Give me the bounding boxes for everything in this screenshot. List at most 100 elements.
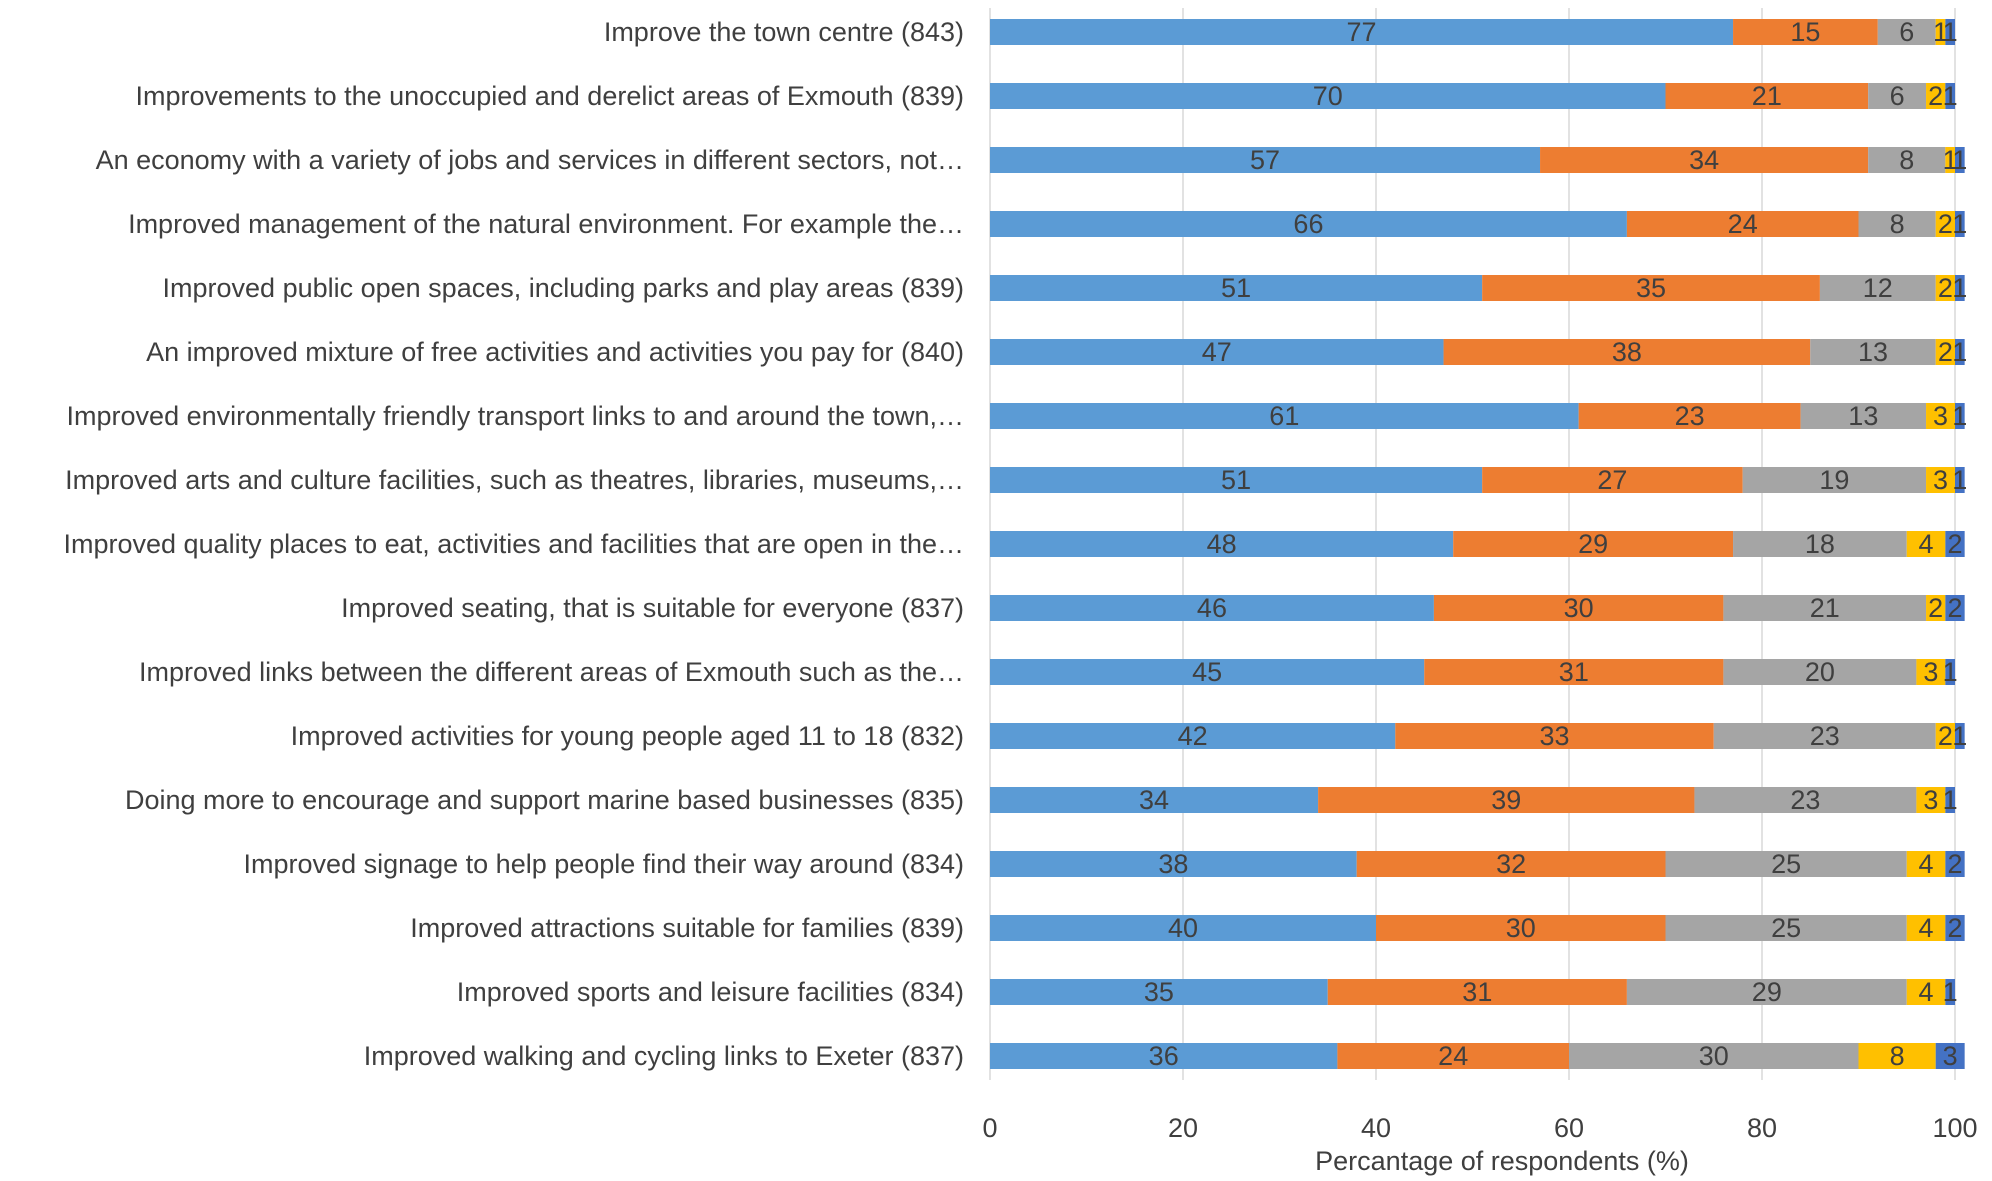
bar-segment — [990, 403, 1579, 429]
bar-segment — [1945, 147, 1955, 173]
data-label: 8 — [1890, 209, 1905, 239]
bar-segment — [1945, 83, 1955, 109]
bar-segment — [1945, 531, 1965, 557]
data-label: 1 — [1943, 977, 1958, 1007]
bar-segment — [1723, 659, 1917, 685]
bar-segment — [1906, 979, 1946, 1005]
data-label: 36 — [1149, 1041, 1179, 1071]
bar-segment — [1424, 659, 1724, 685]
bar-segment — [1742, 467, 1927, 493]
bar-segment — [1868, 147, 1946, 173]
data-label: 33 — [1540, 721, 1570, 751]
data-label: 45 — [1192, 657, 1222, 687]
x-tick-label: 80 — [1747, 1113, 1777, 1143]
category-label: Improved links between the different are… — [139, 657, 964, 687]
bar-segment — [1945, 659, 1955, 685]
bar-segment — [1877, 19, 1936, 45]
bar-segment — [990, 1043, 1338, 1069]
data-label: 32 — [1496, 849, 1526, 879]
data-label: 4 — [1919, 977, 1934, 1007]
bar-segment — [1626, 211, 1859, 237]
data-label: 1 — [1943, 81, 1958, 111]
data-label: 1 — [1943, 785, 1958, 815]
category-label: Improved environmentally friendly transp… — [67, 401, 964, 431]
bar-segment — [1810, 339, 1936, 365]
data-label: 31 — [1559, 657, 1589, 687]
data-label: 12 — [1863, 273, 1893, 303]
bar-segment — [1935, 211, 1955, 237]
data-label: 2 — [1947, 913, 1962, 943]
bar-segment — [990, 787, 1319, 813]
bar-segment — [1945, 851, 1965, 877]
category-label: Improved arts and culture facilities, su… — [65, 465, 964, 495]
bar-segment — [1935, 19, 1946, 45]
data-label: 23 — [1790, 785, 1820, 815]
bar-segment — [990, 339, 1444, 365]
category-label: Improved attractions suitable for famili… — [410, 913, 964, 943]
x-axis-ticks: 0 20 40 60 80 100 — [982, 1113, 1977, 1143]
bar-segment — [1626, 979, 1907, 1005]
data-label: 42 — [1178, 721, 1208, 751]
bar-segment — [1723, 595, 1927, 621]
data-label: 77 — [1347, 17, 1377, 47]
bar-segment — [1926, 595, 1946, 621]
bar-segment — [1395, 723, 1714, 749]
bar-segment — [1318, 787, 1695, 813]
data-label: 2 — [1947, 529, 1962, 559]
data-label: 13 — [1848, 401, 1878, 431]
bar-segment — [990, 723, 1396, 749]
data-label: 1 — [1952, 465, 1967, 495]
bar-segment — [1926, 83, 1946, 109]
data-label: 2 — [1928, 81, 1943, 111]
bar-segment — [990, 467, 1483, 493]
bar-segment — [1955, 147, 1965, 173]
data-label: 1 — [1952, 337, 1967, 367]
data-label: 61 — [1269, 401, 1299, 431]
data-label: 18 — [1805, 529, 1835, 559]
category-label: Improvements to the unoccupied and derel… — [136, 81, 964, 111]
data-label: 48 — [1207, 529, 1237, 559]
category-label: Improved public open spaces, including p… — [163, 273, 964, 303]
category-label: Improved signage to help people find the… — [244, 849, 964, 879]
bar-segment — [1819, 275, 1936, 301]
bar-segment — [1906, 851, 1946, 877]
data-label: 38 — [1612, 337, 1642, 367]
x-tick-label: 40 — [1361, 1113, 1391, 1143]
data-label: 51 — [1221, 465, 1251, 495]
data-label: 4 — [1919, 849, 1934, 879]
bar-segment — [1540, 147, 1869, 173]
data-label: 24 — [1728, 209, 1758, 239]
bar-segment — [1906, 915, 1946, 941]
bar-segment — [1955, 723, 1965, 749]
category-labels: Improve the town centre (843) Improvement… — [64, 17, 965, 1071]
bar-segment — [1443, 339, 1811, 365]
bar-segment — [1858, 1043, 1936, 1069]
data-label: 24 — [1438, 1041, 1468, 1071]
x-tick-label: 0 — [982, 1113, 997, 1143]
bar-segment — [990, 147, 1541, 173]
data-label: 21 — [1752, 81, 1782, 111]
data-label: 57 — [1250, 145, 1280, 175]
data-label: 3 — [1943, 1041, 1958, 1071]
data-label: 51 — [1221, 273, 1251, 303]
bar-segment — [990, 211, 1627, 237]
bar-segment — [990, 531, 1454, 557]
bar-segment — [1945, 979, 1955, 1005]
bar-segment — [1945, 915, 1965, 941]
bar-segment — [1733, 19, 1878, 45]
bar-segment — [1916, 787, 1946, 813]
data-label: 1 — [1952, 209, 1967, 239]
data-label: 30 — [1699, 1041, 1729, 1071]
bar-segment — [1926, 403, 1955, 429]
bar-segment — [1733, 531, 1907, 557]
x-axis-title: Percantage of respondents (%) — [1315, 1146, 1689, 1176]
bar-segment — [1713, 723, 1936, 749]
data-label: 20 — [1805, 657, 1835, 687]
category-label: Improve the town centre (843) — [604, 17, 964, 47]
data-label: 15 — [1790, 17, 1820, 47]
data-label: 1 — [1943, 145, 1958, 175]
category-label: An economy with a variety of jobs and se… — [96, 145, 964, 175]
bar-segment — [1665, 915, 1907, 941]
category-label: Improved activities for young people age… — [291, 721, 964, 751]
